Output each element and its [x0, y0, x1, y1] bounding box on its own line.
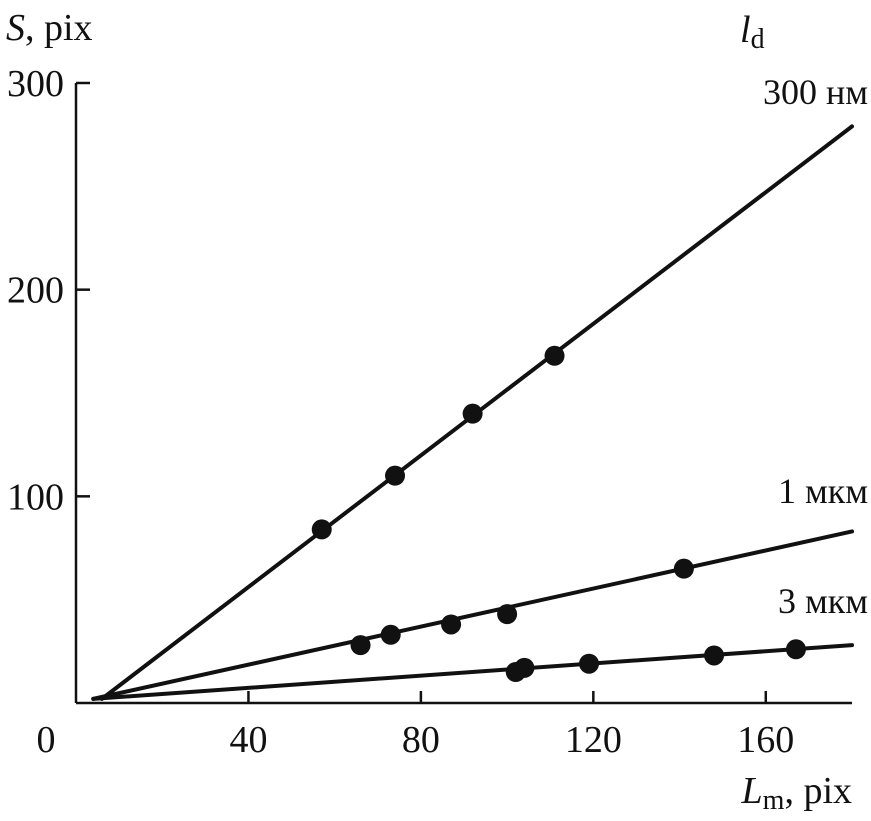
axes: [74, 83, 852, 705]
data-point-series-1: [673, 558, 694, 579]
y-axis-var: S: [6, 7, 25, 49]
y-ticks: 100 200 300: [7, 63, 90, 518]
data-point-series-0: [544, 345, 565, 366]
x-axis-unit: , pix: [784, 770, 852, 812]
data-point-series-0: [385, 465, 406, 486]
x-tick-label: 160: [737, 719, 794, 761]
x-axis-title: Lm, pix: [741, 770, 852, 816]
data-points: [311, 345, 806, 682]
y-tick-label: 300: [7, 63, 64, 105]
x-axis-var: L: [741, 770, 763, 812]
legend-title: ld: [740, 9, 765, 55]
data-point-series-1: [350, 635, 371, 656]
data-point-series-2: [514, 657, 535, 678]
data-point-series-1: [380, 624, 401, 645]
x-tick-label: 120: [565, 719, 622, 761]
data-point-series-1: [441, 614, 462, 635]
data-point-series-2: [704, 645, 725, 666]
y-axis-title: S, pix: [6, 7, 93, 49]
x-tick-label: 80: [402, 719, 440, 761]
y-tick-label: 200: [7, 270, 64, 312]
series-label-3um: 3 мкм: [778, 581, 868, 621]
fit-line-series-2: [91, 643, 854, 701]
legend-title-sub: d: [751, 24, 765, 55]
data-point-series-2: [785, 639, 806, 660]
x-tick-label: 0: [37, 719, 56, 761]
x-tick-label: 40: [229, 719, 267, 761]
data-point-series-0: [311, 519, 332, 540]
data-point-series-0: [462, 403, 483, 424]
data-point-series-2: [579, 653, 600, 674]
x-axis-sub: m: [763, 785, 785, 816]
y-tick-label: 100: [7, 476, 64, 518]
y-axis-unit: , pix: [25, 7, 93, 49]
legend-title-var: l: [740, 9, 751, 51]
x-ticks: 0 40 80 120 160: [37, 691, 794, 761]
series-label-1um: 1 мкм: [778, 471, 868, 511]
fit-line-series-1: [91, 529, 854, 701]
series-label-300nm: 300 нм: [763, 72, 868, 112]
data-point-series-1: [497, 604, 518, 625]
